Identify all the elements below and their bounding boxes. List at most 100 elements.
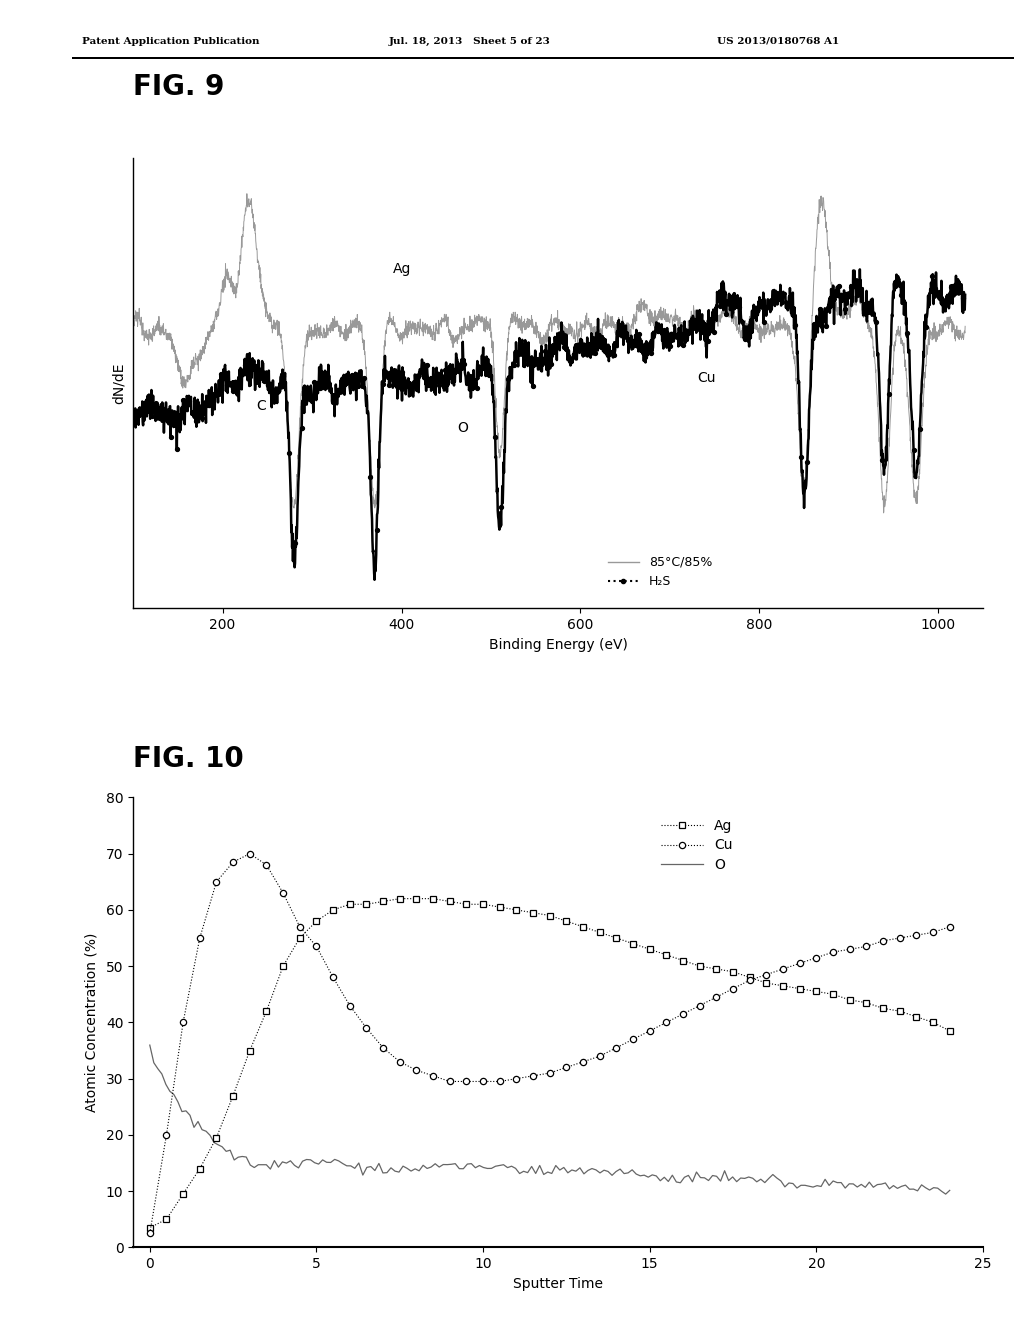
Ag	[310, 913, 323, 929]
Cu	[411, 1063, 423, 1078]
Cu	[910, 927, 923, 942]
Cu	[844, 941, 856, 957]
O	[943, 1183, 955, 1199]
Ag	[177, 1187, 189, 1203]
O	[191, 1114, 204, 1130]
Ag	[527, 904, 540, 920]
Cu	[427, 1068, 439, 1084]
Cu	[227, 854, 240, 870]
Cu	[294, 919, 306, 935]
Cu	[327, 969, 339, 985]
Ag	[794, 981, 806, 997]
Ag	[910, 1008, 923, 1024]
Ag	[943, 1023, 955, 1039]
Ag	[560, 913, 572, 929]
Cu	[177, 1015, 189, 1031]
O	[176, 1104, 188, 1119]
Ag	[810, 983, 822, 999]
Cu	[344, 998, 356, 1014]
Cu	[827, 944, 840, 960]
Cu	[477, 1073, 489, 1089]
Cu	[677, 1006, 689, 1022]
X-axis label: Sputter Time: Sputter Time	[513, 1276, 603, 1291]
Text: FIG. 9: FIG. 9	[133, 73, 224, 100]
O	[143, 1038, 156, 1053]
Ag	[877, 1001, 889, 1016]
Ag	[610, 931, 623, 946]
Line: Ag: Ag	[146, 895, 953, 1230]
Ag	[844, 993, 856, 1008]
Cu	[494, 1073, 506, 1089]
Ag	[727, 964, 739, 979]
Cu	[560, 1060, 572, 1076]
Cu	[711, 989, 723, 1005]
Cu	[644, 1023, 656, 1039]
Ag	[894, 1003, 906, 1019]
O	[356, 1167, 369, 1183]
Text: Patent Application Publication: Patent Application Publication	[82, 37, 259, 46]
Ag	[644, 941, 656, 957]
Cu	[743, 973, 756, 989]
Cu	[594, 1048, 606, 1064]
Ag	[443, 894, 456, 909]
Ag	[927, 1015, 939, 1031]
Cu	[660, 1015, 673, 1031]
Cu	[377, 1040, 389, 1056]
Cu	[760, 966, 772, 982]
Cu	[460, 1073, 472, 1089]
Cu	[310, 939, 323, 954]
Ag	[677, 953, 689, 969]
Ag	[276, 958, 289, 974]
Cu	[143, 1225, 156, 1241]
X-axis label: Binding Energy (eV): Binding Energy (eV)	[488, 638, 628, 652]
Ag	[577, 919, 589, 935]
Ag	[594, 924, 606, 940]
Cu	[544, 1065, 556, 1081]
Ag	[360, 896, 373, 912]
Text: Ag: Ag	[392, 263, 411, 276]
Ag	[760, 975, 772, 991]
Ag	[711, 961, 723, 977]
Ag	[260, 1003, 272, 1019]
Ag	[494, 899, 506, 915]
Legend: Ag, Cu, O: Ag, Cu, O	[655, 813, 738, 878]
Cu	[360, 1020, 373, 1036]
Ag	[143, 1220, 156, 1236]
Cu	[610, 1040, 623, 1056]
O	[876, 1176, 888, 1192]
O	[903, 1181, 915, 1197]
Ag	[693, 958, 706, 974]
Y-axis label: dN/dE: dN/dE	[113, 363, 126, 404]
Ag	[544, 908, 556, 924]
Text: US 2013/0180768 A1: US 2013/0180768 A1	[717, 37, 839, 46]
Ag	[460, 896, 472, 912]
Cu	[276, 886, 289, 902]
Cu	[777, 961, 790, 977]
Ag	[743, 969, 756, 985]
Text: O: O	[457, 421, 468, 434]
O	[940, 1187, 952, 1203]
Ag	[411, 891, 423, 907]
Ag	[227, 1088, 240, 1104]
Cu	[443, 1073, 456, 1089]
Cu	[860, 939, 872, 954]
Ag	[161, 1212, 173, 1228]
Cu	[794, 956, 806, 972]
Ag	[344, 896, 356, 912]
Cu	[527, 1068, 540, 1084]
Ag	[427, 891, 439, 907]
Cu	[943, 919, 955, 935]
Cu	[894, 931, 906, 946]
Y-axis label: Atomic Concentration (%): Atomic Concentration (%)	[85, 933, 99, 1111]
Ag	[477, 896, 489, 912]
O	[293, 1160, 305, 1176]
Ag	[860, 995, 872, 1011]
Cu	[577, 1053, 589, 1069]
Cu	[393, 1053, 406, 1069]
Ag	[327, 902, 339, 917]
Text: Cu: Cu	[696, 371, 715, 385]
Cu	[727, 981, 739, 997]
Cu	[810, 950, 822, 966]
Ag	[194, 1160, 206, 1176]
Ag	[244, 1043, 256, 1059]
